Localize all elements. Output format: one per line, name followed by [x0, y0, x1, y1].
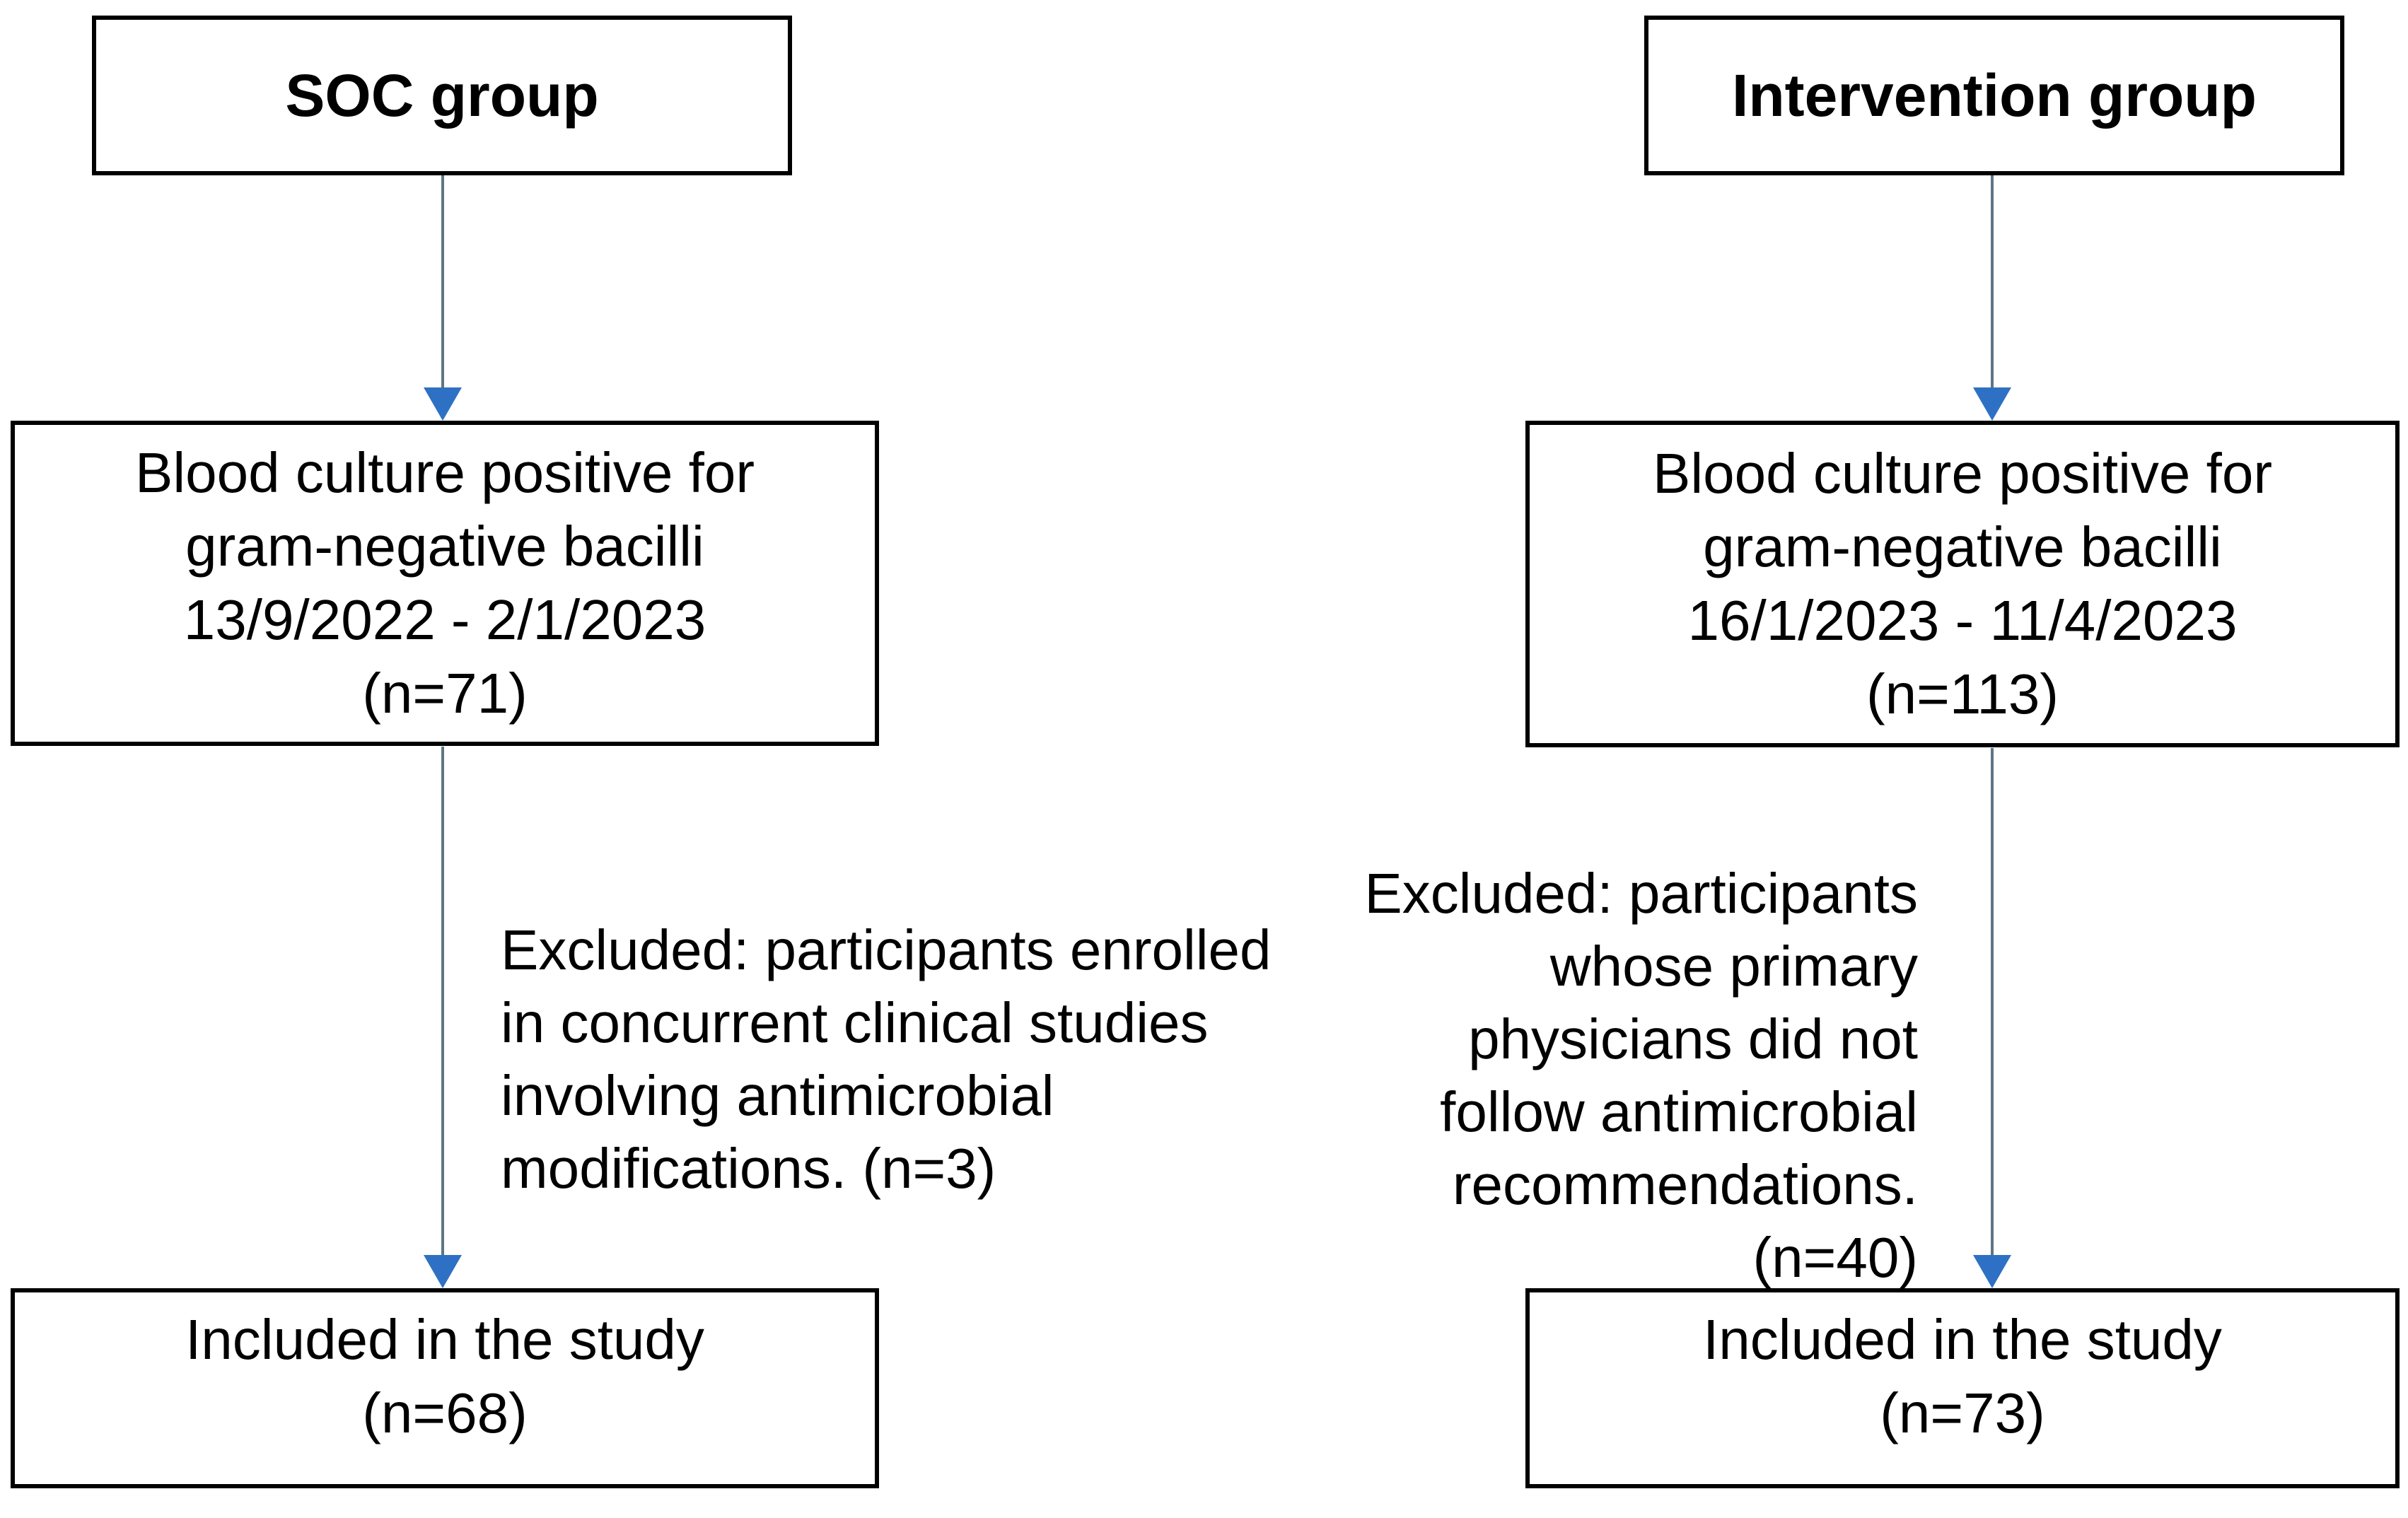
soc-arrow-header-to-screening: [423, 175, 463, 421]
excluded-note-line: whose primary: [1549, 935, 1918, 998]
included-box-line: (n=73): [1880, 1381, 2045, 1444]
excluded-note-line: physicians did not: [1468, 1008, 1918, 1070]
soc-group-header-box: SOC group: [92, 16, 792, 175]
included-box-line: (n=68): [362, 1381, 528, 1444]
soc-screening-box: Blood culture positive for gram-negative…: [11, 421, 879, 746]
excluded-note-line: in concurrent clinical studies: [501, 991, 1209, 1054]
screening-box-line: 16/1/2023 - 11/4/2023: [1687, 589, 2238, 652]
screening-box-line: Blood culture positive for: [134, 441, 755, 504]
down-arrowhead-icon: [424, 387, 462, 421]
excluded-note-line: involving antimicrobial: [501, 1064, 1054, 1127]
intervention-group-header-box: Intervention group: [1644, 16, 2344, 175]
soc-group-header-label: SOC group: [285, 62, 599, 129]
included-box-line: Included in the study: [1703, 1307, 2222, 1371]
excluded-note-line: Excluded: participants: [1364, 862, 1918, 925]
soc-arrow-screening-to-included: [423, 747, 463, 1288]
intervention-group-header-label: Intervention group: [1732, 62, 2257, 129]
down-arrowhead-icon: [424, 1255, 462, 1288]
intervention-arrow-screening-to-included: [1972, 748, 2012, 1288]
excluded-note-line: Excluded: participants enrolled: [501, 918, 1272, 981]
connector-line: [1991, 748, 1994, 1255]
soc-included-box: Included in the study (n=68): [11, 1288, 879, 1488]
screening-box-line: 13/9/2022 - 2/1/2023: [183, 588, 706, 651]
down-arrowhead-icon: [1973, 387, 2011, 421]
excluded-note-line: (n=40): [1752, 1226, 1918, 1289]
intervention-included-box: Included in the study (n=73): [1525, 1288, 2400, 1488]
excluded-note-line: follow antimicrobial: [1440, 1080, 1918, 1143]
screening-box-line: (n=71): [362, 662, 528, 725]
screening-box-line: (n=113): [1866, 662, 2059, 725]
screening-box-line: Blood culture positive for: [1652, 442, 2272, 505]
excluded-note-line: recommendations.: [1452, 1153, 1918, 1216]
down-arrowhead-icon: [1973, 1255, 2011, 1288]
connector-line: [441, 747, 444, 1255]
screening-box-line: gram-negative bacilli: [185, 515, 704, 578]
excluded-note-line: modifications. (n=3): [501, 1137, 996, 1200]
intervention-excluded-note: Excluded: participants whose primary phy…: [1337, 857, 1918, 1294]
soc-excluded-note: Excluded: participants enrolled in concu…: [501, 913, 1307, 1205]
connector-line: [441, 175, 444, 387]
included-box-line: Included in the study: [185, 1307, 704, 1371]
intervention-screening-box: Blood culture positive for gram-negative…: [1525, 421, 2400, 747]
connector-line: [1991, 175, 1994, 387]
intervention-arrow-header-to-screening: [1972, 175, 2012, 421]
screening-box-line: gram-negative bacilli: [1703, 515, 2222, 578]
